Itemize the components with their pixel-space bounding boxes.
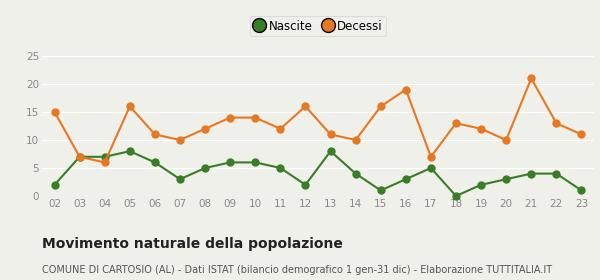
- Line: Decessi: Decessi: [51, 75, 585, 166]
- Decessi: [126, 105, 133, 108]
- Nascite: [578, 189, 585, 192]
- Decessi: [503, 138, 510, 142]
- Legend: Nascite, Decessi: Nascite, Decessi: [250, 16, 386, 36]
- Decessi: [101, 161, 109, 164]
- Decessi: [402, 88, 409, 91]
- Decessi: [202, 127, 209, 130]
- Decessi: [227, 116, 234, 119]
- Nascite: [452, 194, 460, 198]
- Decessi: [578, 133, 585, 136]
- Decessi: [302, 105, 309, 108]
- Decessi: [327, 133, 334, 136]
- Nascite: [427, 166, 434, 170]
- Nascite: [227, 161, 234, 164]
- Nascite: [277, 166, 284, 170]
- Decessi: [251, 116, 259, 119]
- Nascite: [76, 155, 83, 158]
- Nascite: [527, 172, 535, 175]
- Decessi: [527, 77, 535, 80]
- Decessi: [478, 127, 485, 130]
- Nascite: [101, 155, 109, 158]
- Decessi: [352, 138, 359, 142]
- Nascite: [126, 150, 133, 153]
- Decessi: [277, 127, 284, 130]
- Nascite: [327, 150, 334, 153]
- Nascite: [151, 161, 158, 164]
- Decessi: [176, 138, 184, 142]
- Nascite: [352, 172, 359, 175]
- Line: Nascite: Nascite: [51, 148, 585, 199]
- Nascite: [251, 161, 259, 164]
- Nascite: [478, 183, 485, 186]
- Decessi: [151, 133, 158, 136]
- Nascite: [402, 178, 409, 181]
- Nascite: [176, 178, 184, 181]
- Nascite: [377, 189, 385, 192]
- Text: COMUNE DI CARTOSIO (AL) - Dati ISTAT (bilancio demografico 1 gen-31 dic) - Elabo: COMUNE DI CARTOSIO (AL) - Dati ISTAT (bi…: [42, 265, 552, 275]
- Decessi: [377, 105, 385, 108]
- Decessi: [452, 122, 460, 125]
- Decessi: [553, 122, 560, 125]
- Nascite: [553, 172, 560, 175]
- Decessi: [51, 110, 58, 114]
- Text: Movimento naturale della popolazione: Movimento naturale della popolazione: [42, 237, 343, 251]
- Nascite: [202, 166, 209, 170]
- Decessi: [76, 155, 83, 158]
- Nascite: [302, 183, 309, 186]
- Decessi: [427, 155, 434, 158]
- Nascite: [503, 178, 510, 181]
- Nascite: [51, 183, 58, 186]
